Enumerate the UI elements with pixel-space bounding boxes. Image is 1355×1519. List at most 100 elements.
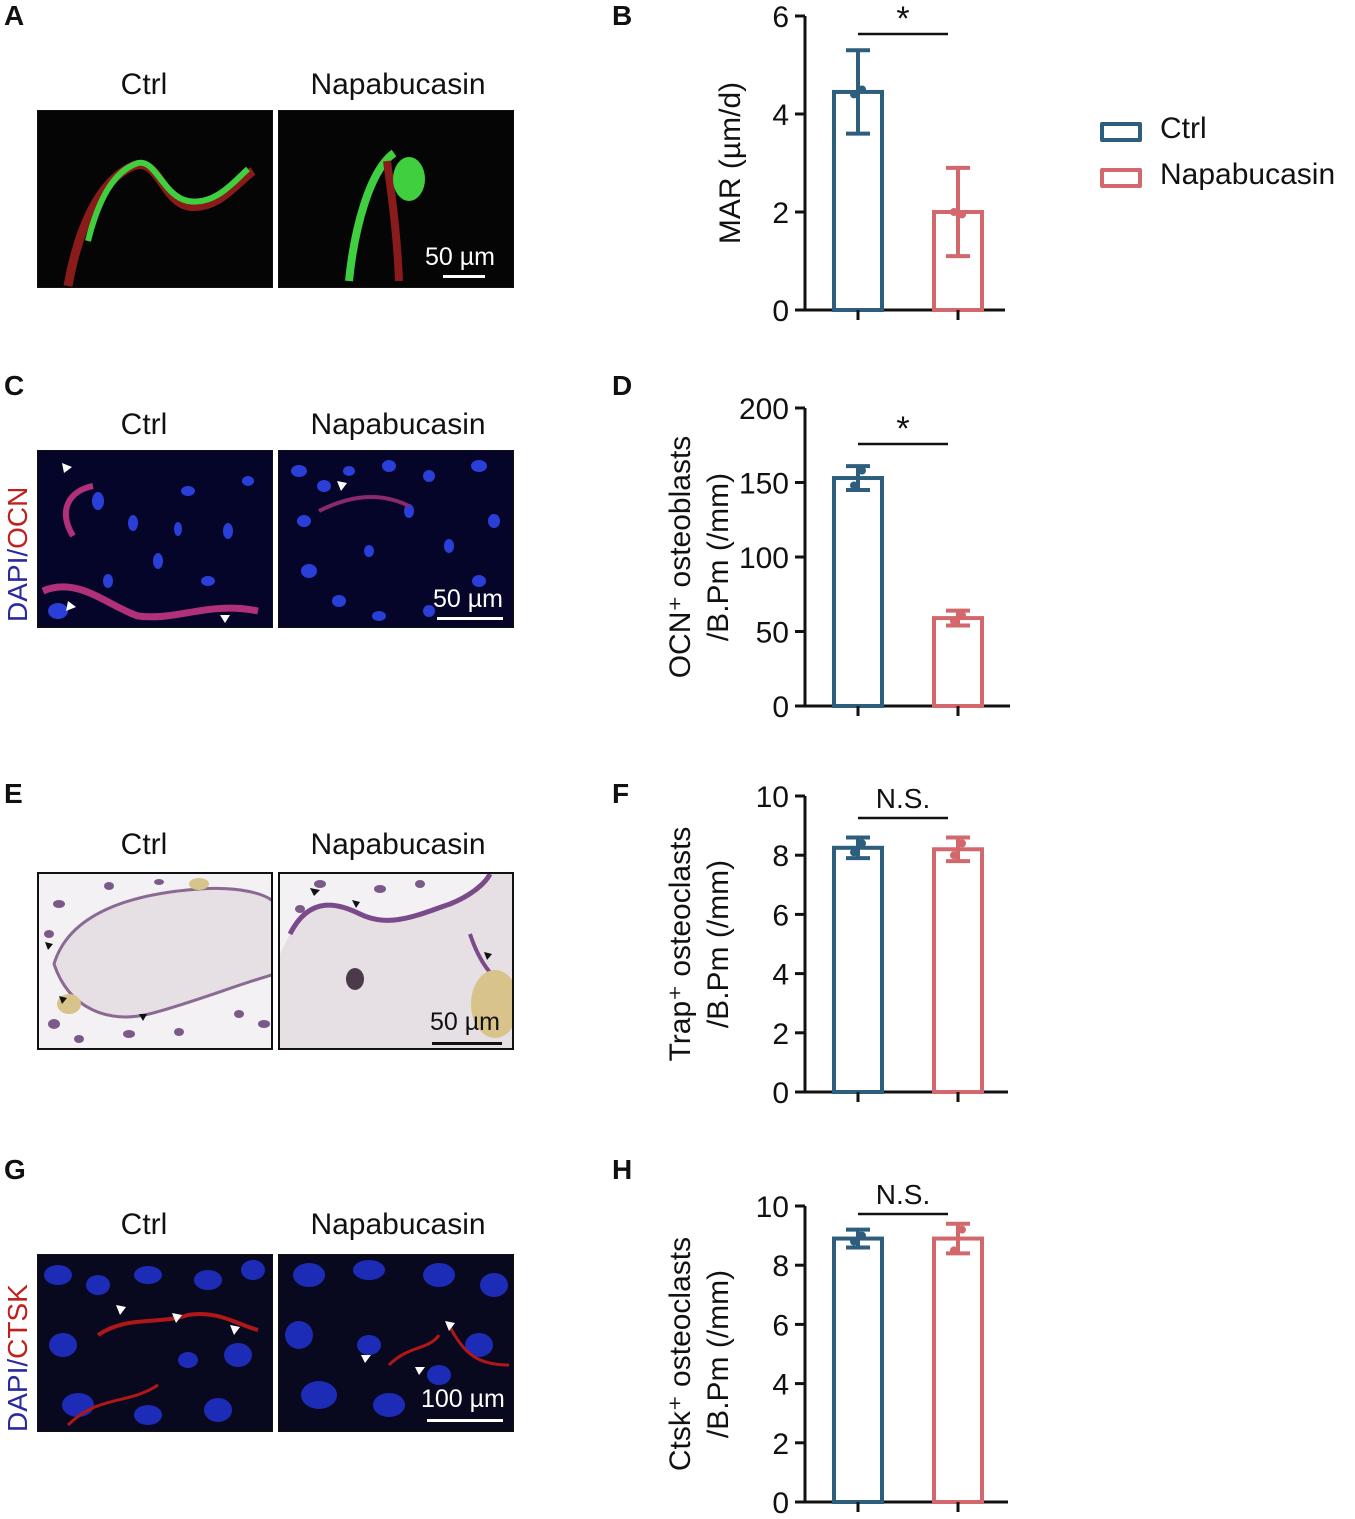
chart-d-y-tick-label: 150: [739, 468, 789, 501]
chart-h-y-tick-label: 8: [772, 1250, 789, 1283]
chart-f-bar-ctrl: [832, 845, 884, 1094]
chart-b-significance-label: *: [896, 0, 909, 38]
chart-b-data-point: [850, 90, 858, 99]
chart-d-y-tick-label: 100: [739, 542, 789, 575]
chart-d-data-point: [950, 617, 958, 626]
chart-d-data-point: [958, 611, 966, 620]
panel-e-scale-bar: [432, 1042, 502, 1045]
panel-c-napabucasin-image: 50 µm: [278, 450, 514, 628]
chart-h-y-axis-label: /B.Pm (/mm): [702, 1270, 735, 1438]
chart-h-data-point: [858, 1231, 866, 1240]
legend-label-napabucasin: Napabucasin: [1160, 158, 1336, 191]
panel-g-scale-label: 100 µm: [421, 1385, 505, 1413]
legend: Ctrl Napabucasin: [1096, 110, 1355, 200]
chart-h-data-point: [850, 1237, 858, 1246]
chart-h-ctsk-osteoclasts: 0 2 4 6 8 10 Ctsk⁺ osteoclasts/B.Pm (/mm) N.S.: [664, 1179, 1008, 1519]
panel-e-ctrl-image: [37, 872, 273, 1050]
panel-g-title-napabucasin: Napabucasin: [310, 1208, 486, 1241]
panel-a-napabucasin-image: 50 µm: [278, 110, 514, 288]
panel-e-scale-label: 50 µm: [430, 1008, 500, 1036]
panel-a-ctrl-fluorescence: [63, 159, 256, 287]
panel-g-scale-bar: [427, 1419, 503, 1422]
panel-g-stain-label: DAPI/CTSK: [2, 1284, 33, 1432]
panel-a-napabucasin-fluorescence: [345, 149, 425, 282]
chart-b-y-tick-label: 6: [772, 1, 789, 34]
panel-e-title-napabucasin: Napabucasin: [310, 828, 486, 861]
chart-h-y-tick-label: 2: [772, 1428, 789, 1461]
chart-f-y-tick-label: 2: [772, 1018, 789, 1051]
chart-f-y-axis-label: Trap⁺ osteoclasts: [664, 827, 697, 1062]
chart-f-data-point: [858, 839, 866, 848]
chart-h-data-point: [950, 1246, 958, 1255]
panel-label-h: H: [612, 1154, 633, 1185]
chart-f-y-axis-label: /B.Pm (/mm): [702, 860, 735, 1028]
panel-label-b: B: [612, 0, 633, 31]
panel-c-stain-label: DAPI/OCN: [2, 486, 33, 622]
panel-g-title-ctrl: Ctrl: [120, 1208, 168, 1241]
panel-g-ctrl-image: [37, 1254, 273, 1432]
chart-h-y-tick-label: 10: [756, 1191, 789, 1224]
chart-f-y-tick-label: 0: [772, 1077, 789, 1110]
panel-c-ctrl-fluorescence: [41, 463, 259, 623]
panel-g-ctrl-fluorescence: [44, 1260, 265, 1427]
chart-h-y-tick-label: 0: [772, 1487, 789, 1519]
chart-f-y-tick-label: 4: [772, 959, 789, 992]
panel-e-title-ctrl: Ctrl: [120, 828, 168, 861]
chart-h-y-tick-label: 6: [772, 1309, 789, 1342]
chart-h-y-axis-label: Ctsk⁺ osteoclasts: [664, 1237, 697, 1471]
legend-swatch-napabucasin: [1100, 168, 1142, 188]
chart-d-bar-napabucasin: [932, 616, 984, 708]
chart-d-data-point: [850, 481, 858, 490]
chart-b-y-tick-label: 4: [772, 99, 789, 132]
panel-a-ctrl-image: [37, 110, 273, 288]
chart-d-y-axis-label: OCN⁺ osteoblasts: [664, 436, 697, 679]
chart-d-ocn-osteoblasts: 0 50 100 150 200 OCN⁺ osteoblasts/B.Pm (/mm) *: [664, 393, 1010, 720]
panel-a-title-ctrl: Ctrl: [120, 68, 168, 101]
chart-d-significance-label: *: [896, 410, 909, 448]
panel-c-scale-bar: [437, 617, 503, 620]
panel-c-title-ctrl: Ctrl: [120, 408, 168, 441]
chart-f-y-tick-label: 10: [756, 781, 789, 814]
legend-label-ctrl: Ctrl: [1160, 112, 1207, 145]
chart-h-bar-napabucasin: [932, 1236, 984, 1504]
chart-d-y-tick-label: 200: [739, 393, 789, 426]
panel-c-ctrl-image: [37, 450, 273, 628]
panel-c-title-napabucasin: Napabucasin: [310, 408, 486, 441]
chart-f-significance-label: N.S.: [876, 783, 930, 814]
panel-e-napabucasin-histology: [280, 874, 512, 1048]
chart-d-y-tick-label: 0: [772, 691, 789, 720]
chart-f-bar-napabucasin: [932, 847, 984, 1094]
chart-f-trap-osteoclasts: 0 2 4 6 8 10 Trap⁺ osteoclasts/B.Pm (/mm) N.S.: [664, 781, 1008, 1110]
chart-b-y-tick-label: 2: [772, 197, 789, 230]
panel-e-ctrl-histology: [44, 878, 271, 1043]
chart-h-significance-label: N.S.: [876, 1179, 930, 1210]
panel-label-c: C: [4, 370, 25, 401]
panel-c-napabucasin-fluorescence: [291, 460, 500, 621]
panel-a-scale-bar: [443, 275, 485, 278]
chart-h-bar-ctrl: [832, 1236, 884, 1504]
chart-f-data-point: [950, 851, 958, 860]
panel-g-napabucasin-fluorescence: [285, 1260, 510, 1417]
chart-d-data-point: [858, 466, 866, 475]
panel-label-a: A: [4, 0, 25, 31]
panel-label-d: D: [612, 370, 633, 401]
chart-f-data-point: [850, 848, 858, 857]
chart-b-y-axis-label: MAR (µm/d): [714, 82, 747, 244]
chart-b-data-point: [858, 85, 866, 94]
chart-h-data-point: [958, 1225, 966, 1234]
panel-label-e: E: [4, 778, 23, 809]
chart-b-data-point: [950, 208, 958, 216]
panel-label-g: G: [4, 1154, 26, 1185]
panel-a-title-napabucasin: Napabucasin: [310, 68, 486, 101]
chart-d-y-tick-label: 50: [756, 617, 789, 650]
chart-d-bar-ctrl: [832, 476, 884, 708]
chart-b-mar: 0 2 4 6 MAR (µm/d) *: [714, 0, 1005, 328]
panel-a-scale-label: 50 µm: [425, 243, 495, 271]
chart-f-data-point: [958, 839, 966, 848]
panel-c-scale-label: 50 µm: [433, 585, 503, 613]
chart-b-data-point: [958, 210, 966, 219]
panel-e-napabucasin-image: 50 µm: [278, 872, 514, 1050]
chart-d-y-axis-label: /B.Pm (/mm): [702, 473, 735, 641]
chart-f-y-tick-label: 8: [772, 840, 789, 873]
panel-label-f: F: [612, 778, 630, 809]
